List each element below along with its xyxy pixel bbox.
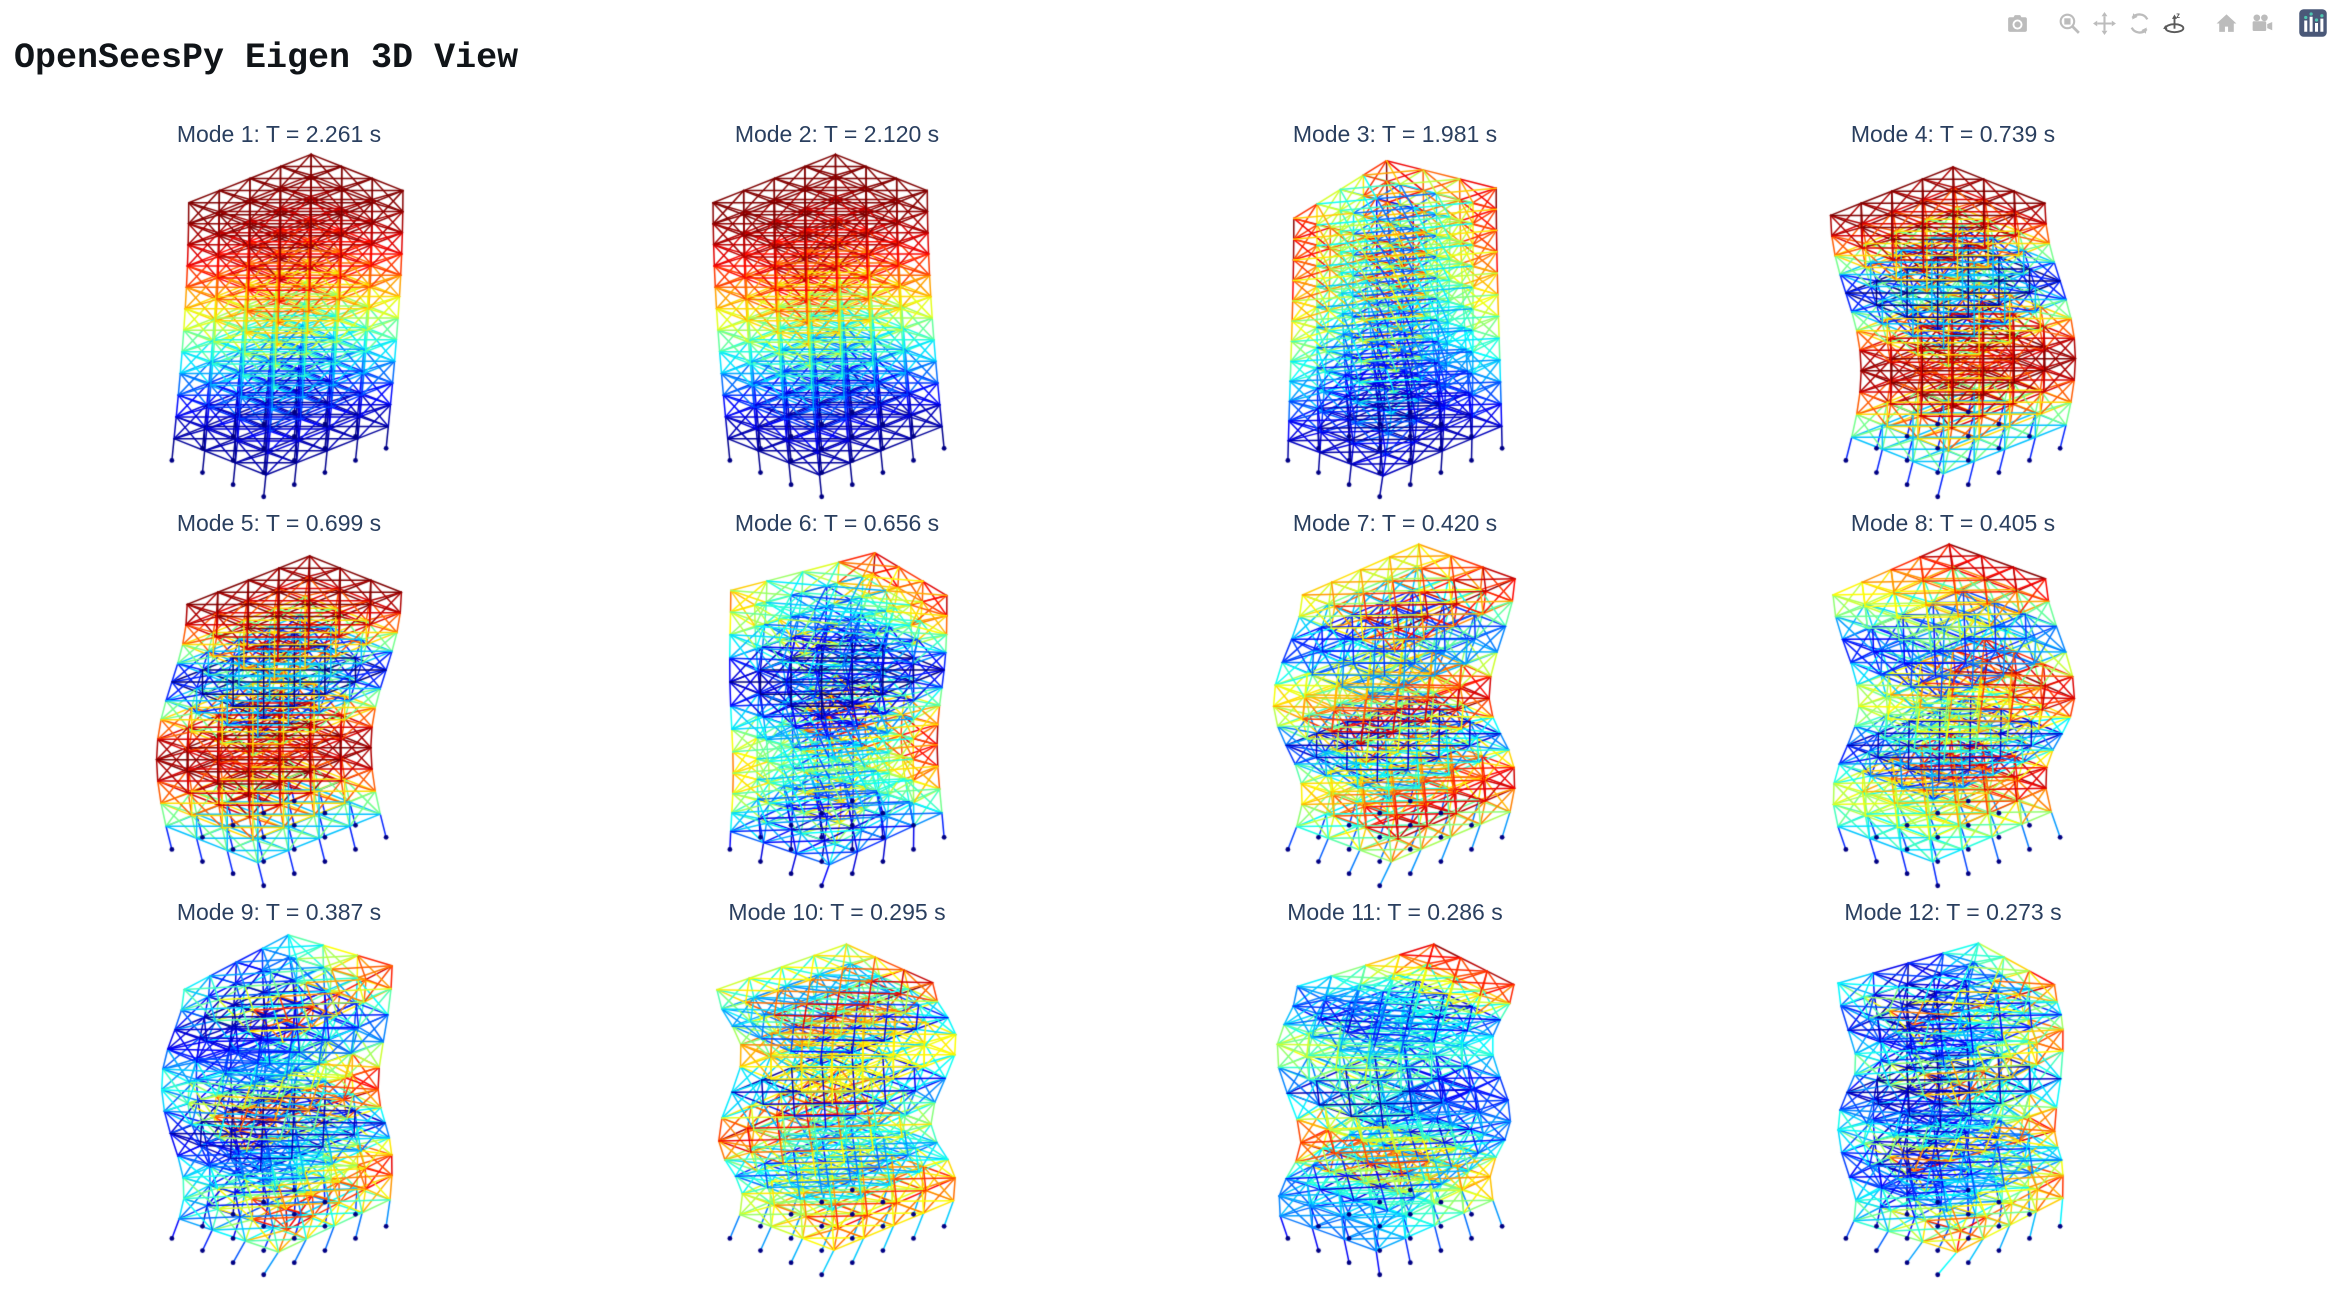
mode-1-3d-plot[interactable] [0,151,558,507]
subplot-mode-2: Mode 2: T = 2.120 s [558,119,1116,508]
orbit-rotation-button[interactable] [2124,8,2154,38]
subplot-grid: Mode 1: T = 2.261 s Mode 2: T = 2.120 s … [0,119,2232,1286]
subplot-mode-6: Mode 6: T = 0.656 s [558,508,1116,897]
plotly-logo-icon [2299,9,2327,37]
move-arrows-icon [2092,11,2116,35]
subplot-mode-8: Mode 8: T = 0.405 s [1674,508,2232,897]
subplot-title: Mode 5: T = 0.699 s [176,510,382,536]
subplot-title: Mode 8: T = 0.405 s [1850,510,2056,536]
subplot-mode-9: Mode 9: T = 0.387 s [0,897,558,1286]
subplot-title: Mode 12: T = 0.273 s [1844,899,2062,925]
subplot-mode-3: Mode 3: T = 1.981 s [1116,119,1674,508]
plotly-modebar: z [1997,8,2328,38]
mode-8-3d-plot[interactable] [1674,540,2232,896]
subplot-title: Mode 11: T = 0.286 s [1287,899,1503,925]
subplot-title: Mode 1: T = 2.261 s [176,121,382,147]
mode-6-3d-plot[interactable] [558,540,1116,896]
subplot-mode-5: Mode 5: T = 0.699 s [0,508,558,897]
movie-camera-icon [2252,13,2272,31]
zoom-3d-button[interactable] [2054,8,2084,38]
subplot-mode-7: Mode 7: T = 0.420 s [1116,508,1674,897]
subplot-mode-10: Mode 10: T = 0.295 s [558,897,1116,1286]
mode-2-3d-plot[interactable] [558,151,1116,507]
camera-icon [2007,14,2027,32]
svg-text:z: z [2176,11,2180,20]
subplot-mode-1: Mode 1: T = 2.261 s [0,119,558,508]
orbit-icon [2130,12,2148,34]
turntable-rotation-button[interactable]: z [2159,8,2189,38]
snapshot-button[interactable] [2002,8,2032,38]
mode-4-3d-plot[interactable] [1674,151,2232,507]
subplot-title: Mode 9: T = 0.387 s [176,899,382,925]
subplot-mode-4: Mode 4: T = 0.739 s [1674,119,2232,508]
figure-title: OpenSeesPy Eigen 3D View [14,38,519,78]
mode-12-3d-plot[interactable] [1674,929,2232,1285]
mode-3-3d-plot[interactable] [1116,151,1674,507]
turntable-z-icon: z [2162,11,2184,33]
reset-camera-last-save-button[interactable] [2246,8,2276,38]
subplot-mode-11: Mode 11: T = 0.286 s [1116,897,1674,1286]
magnifier-icon [2059,13,2080,34]
mode-9-3d-plot[interactable] [0,929,558,1285]
pan-3d-button[interactable] [2089,8,2119,38]
home-icon [2216,13,2236,32]
subplot-title: Mode 7: T = 0.420 s [1292,510,1498,536]
subplot-title: Mode 6: T = 0.656 s [734,510,940,536]
reset-camera-default-button[interactable] [2211,8,2241,38]
subplot-title: Mode 4: T = 0.739 s [1850,121,2056,147]
subplot-title: Mode 10: T = 0.295 s [728,899,946,925]
mode-10-3d-plot[interactable] [558,929,1116,1285]
mode-7-3d-plot[interactable] [1116,540,1674,896]
mode-5-3d-plot[interactable] [0,540,558,896]
subplot-mode-12: Mode 12: T = 0.273 s [1674,897,2232,1286]
mode-11-3d-plot[interactable] [1116,929,1674,1285]
subplot-title: Mode 2: T = 2.120 s [734,121,940,147]
plotly-logo-button[interactable] [2298,8,2328,38]
subplot-title: Mode 3: T = 1.981 s [1292,121,1498,147]
